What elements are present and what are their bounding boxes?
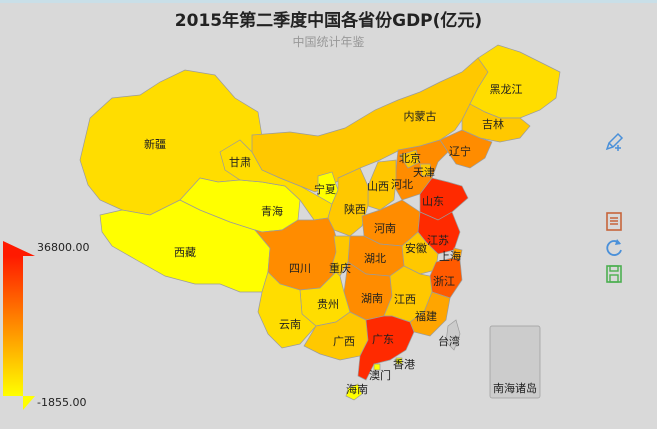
region-label: 天津 [413, 166, 435, 179]
region-label: 内蒙古 [404, 109, 437, 123]
region-tianjin[interactable] [419, 163, 433, 177]
region-guangdong[interactable] [357, 315, 415, 381]
visual-map-min-label: -1855.00 [37, 396, 87, 409]
region-label: 山东 [422, 195, 444, 208]
region-jilin[interactable] [461, 103, 531, 143]
chart-subtitle: 中国统计年鉴 [292, 35, 365, 49]
region-heilongjiang[interactable] [469, 44, 561, 119]
chart-title: 2015年第二季度中国各省份GDP(亿元) [174, 11, 483, 31]
region-label: 云南 [279, 318, 301, 331]
region-label: 上海 [439, 249, 461, 263]
region-label: 辽宁 [449, 144, 471, 158]
region-taiwan[interactable] [445, 319, 461, 351]
region-label: 西藏 [174, 246, 196, 259]
region-label: 海南 [346, 382, 368, 396]
refresh-icon[interactable] [603, 236, 625, 258]
region-neimenggu[interactable] [251, 57, 493, 193]
region-label: 吉林 [482, 117, 504, 131]
top-border [0, 0, 657, 3]
visual-map-bottom-handle[interactable] [23, 396, 35, 410]
region-label: 贵州 [317, 298, 339, 311]
region-label: 甘肃 [229, 156, 251, 169]
visual-map-top-handle[interactable] [3, 241, 35, 256]
region-label: 广西 [333, 335, 355, 348]
region-label: 福建 [415, 309, 437, 323]
visual-map-max-label: 36800.00 [37, 241, 90, 254]
region-label: 四川 [289, 262, 311, 275]
region-label: 重庆 [329, 261, 351, 275]
region-label: 浙江 [433, 275, 455, 288]
region-label: 南海诸岛 [493, 381, 537, 395]
region-label: 广东 [372, 333, 394, 346]
region-xianggang[interactable] [395, 357, 403, 365]
region-aomen[interactable] [373, 363, 381, 371]
region-label: 江苏 [427, 234, 449, 247]
region-label: 江西 [394, 293, 416, 306]
region-label: 湖南 [361, 292, 383, 305]
region-label: 河北 [391, 178, 413, 191]
region-label: 台湾 [438, 334, 460, 348]
region-beijing[interactable] [399, 149, 421, 169]
region-liaoning[interactable] [439, 129, 493, 169]
visual-map-bar [3, 256, 23, 396]
pencil-icon[interactable] [603, 131, 625, 153]
region-label: 黑龙江 [490, 83, 523, 96]
region-nanhaizhudao[interactable] [489, 325, 541, 399]
data-view-icon[interactable] [603, 210, 625, 232]
region-label: 宁夏 [314, 182, 336, 196]
region-label: 北京 [399, 151, 421, 165]
region-label: 安徽 [405, 241, 427, 255]
region-label: 新疆 [144, 137, 166, 151]
region-label: 香港 [393, 358, 415, 371]
region-label: 河南 [374, 222, 396, 235]
region-label: 陕西 [344, 202, 366, 216]
region-label: 澳门 [369, 368, 391, 382]
region-label: 湖北 [364, 252, 386, 265]
region-hainan[interactable] [345, 383, 363, 401]
region-label: 青海 [261, 204, 283, 218]
save-icon[interactable] [603, 263, 625, 285]
region-label: 山西 [367, 180, 389, 193]
